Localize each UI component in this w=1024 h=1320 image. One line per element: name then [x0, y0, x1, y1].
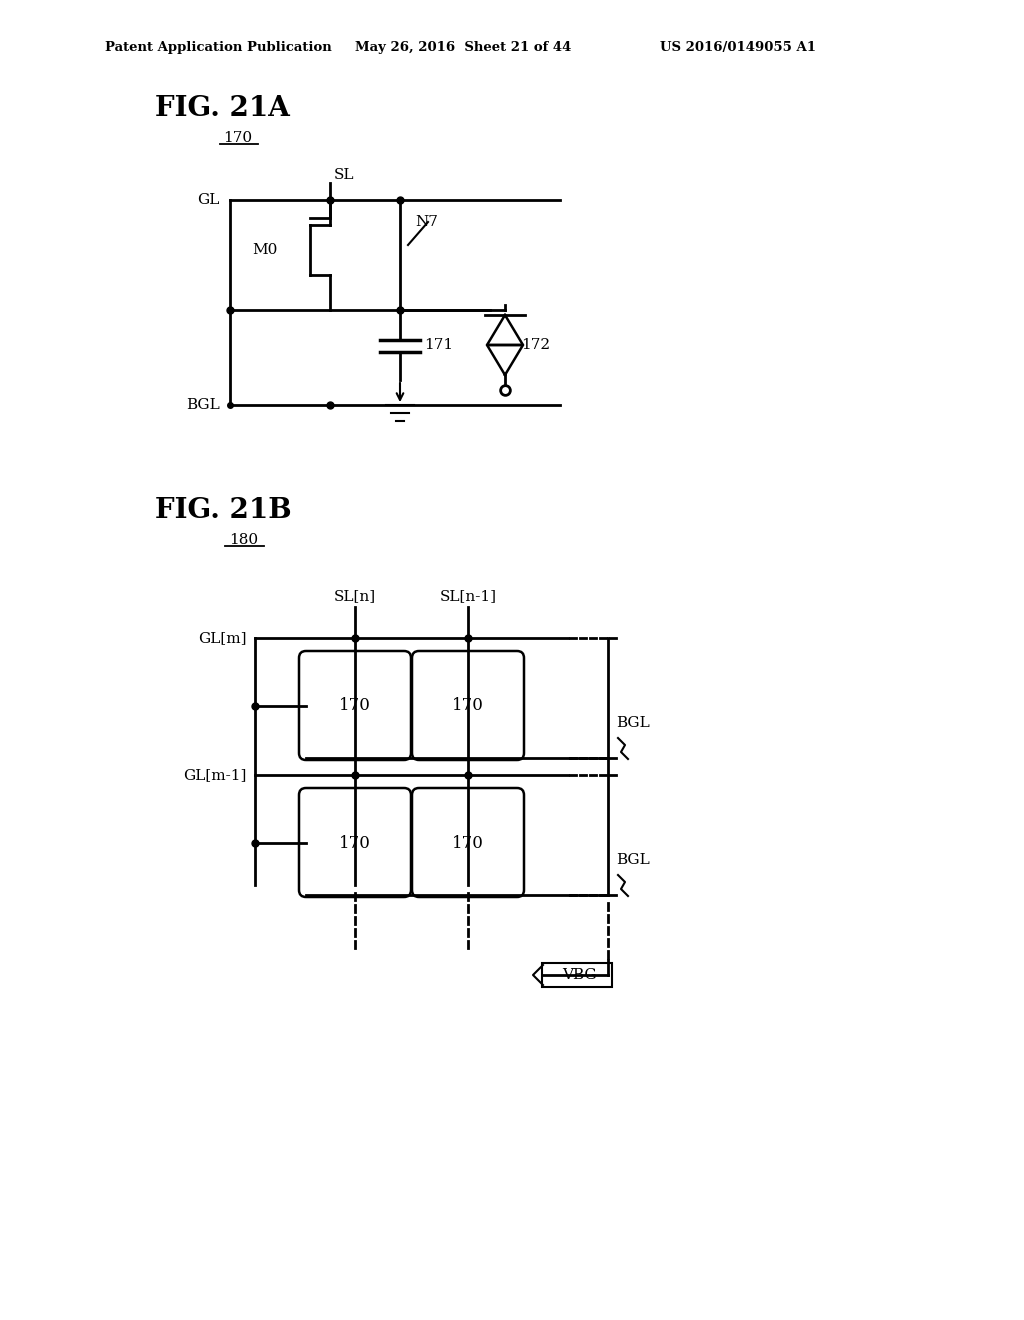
Text: 170: 170: [452, 834, 484, 851]
Text: 170: 170: [339, 834, 371, 851]
Text: May 26, 2016  Sheet 21 of 44: May 26, 2016 Sheet 21 of 44: [355, 41, 571, 54]
Text: VBG: VBG: [562, 968, 596, 982]
Text: US 2016/0149055 A1: US 2016/0149055 A1: [660, 41, 816, 54]
Text: 172: 172: [521, 338, 550, 352]
Text: BGL: BGL: [616, 715, 650, 730]
Text: FIG. 21B: FIG. 21B: [155, 496, 292, 524]
Text: 171: 171: [424, 338, 454, 352]
Text: 180: 180: [229, 533, 259, 546]
Text: N7: N7: [415, 215, 438, 228]
Text: SL[n-1]: SL[n-1]: [439, 589, 497, 603]
FancyBboxPatch shape: [412, 651, 524, 760]
Text: 170: 170: [452, 697, 484, 714]
Text: M0: M0: [253, 243, 278, 257]
Text: SL: SL: [334, 168, 354, 182]
Text: GL[m]: GL[m]: [199, 631, 247, 645]
FancyBboxPatch shape: [299, 788, 411, 898]
Text: BGL: BGL: [186, 399, 220, 412]
FancyBboxPatch shape: [299, 651, 411, 760]
Text: FIG. 21A: FIG. 21A: [155, 95, 290, 121]
Text: 170: 170: [339, 697, 371, 714]
Text: Patent Application Publication: Patent Application Publication: [105, 41, 332, 54]
Text: GL[m-1]: GL[m-1]: [183, 768, 247, 781]
Text: GL: GL: [198, 193, 220, 207]
FancyBboxPatch shape: [412, 788, 524, 898]
Text: SL[n]: SL[n]: [334, 589, 376, 603]
FancyBboxPatch shape: [542, 964, 612, 987]
Text: 170: 170: [223, 131, 253, 145]
Text: BGL: BGL: [616, 853, 650, 867]
